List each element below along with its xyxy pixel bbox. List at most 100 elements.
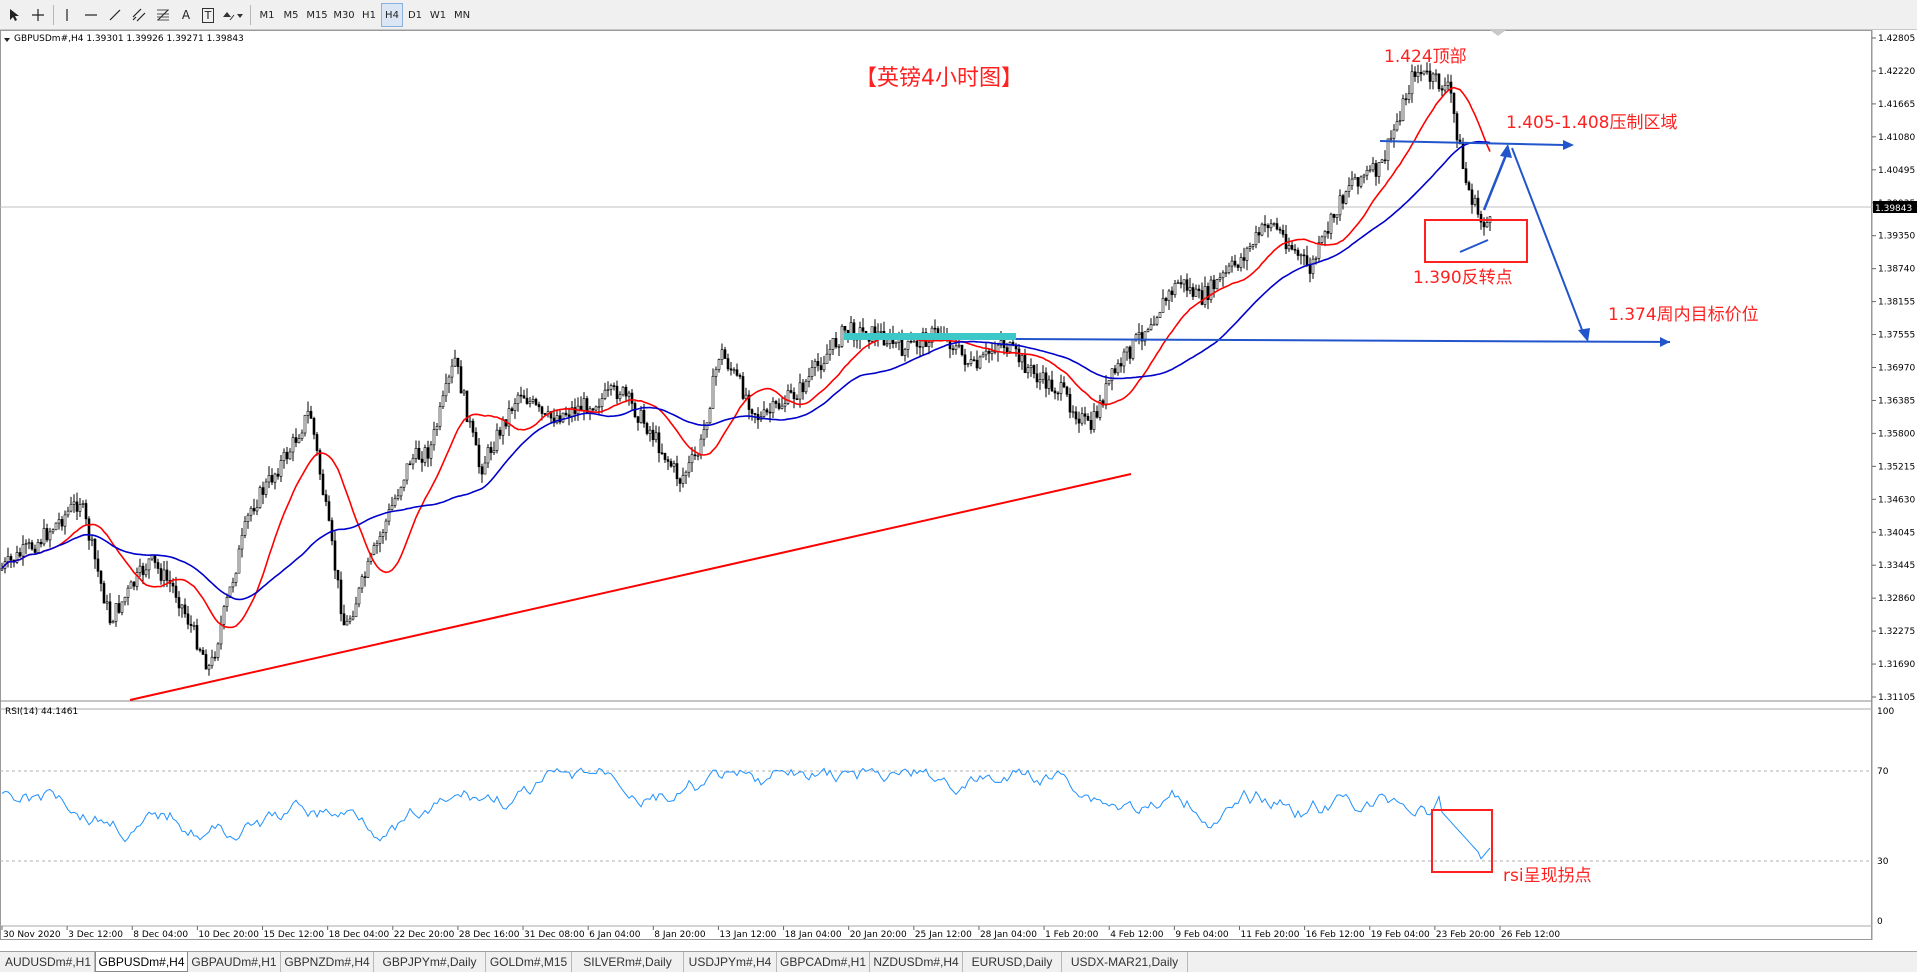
candle-body (132, 581, 136, 587)
support-trendline (129, 473, 1132, 701)
candle-body (1020, 355, 1024, 363)
candle-body (357, 587, 361, 605)
candle-body (1263, 223, 1267, 226)
channel-icon[interactable] (128, 3, 150, 27)
candle-body (1269, 223, 1273, 229)
candle-body (0, 568, 4, 571)
candle-body (681, 475, 685, 484)
candle-body (36, 542, 40, 553)
timeframe-h4[interactable]: H4 (381, 3, 403, 27)
candle-body (1149, 324, 1153, 330)
text-label-icon[interactable]: T (198, 3, 218, 27)
candle-body (105, 601, 109, 604)
candle-body (1164, 298, 1168, 302)
candle-body (468, 420, 472, 423)
candle-body (411, 458, 415, 465)
price-tick-label: 1.38740 (1878, 265, 1915, 275)
chart-tab[interactable]: GBPAUDm#,H1 (188, 952, 281, 972)
candle-body (84, 503, 88, 520)
candle-body (1086, 416, 1090, 421)
candle-body (1425, 70, 1429, 73)
candle-body (795, 398, 799, 401)
chart-tab[interactable]: NZDUSDm#,H4 (870, 952, 963, 972)
candle-body (177, 597, 181, 609)
candle-body (966, 363, 970, 365)
time-tick-label: 23 Feb 20:00 (1436, 930, 1495, 940)
candle-body (609, 385, 613, 390)
candle-body (135, 572, 139, 587)
text-icon[interactable]: A (176, 3, 196, 27)
chart-tab[interactable]: USDJPYm#,H4 (684, 952, 777, 972)
candle-body (1308, 265, 1312, 274)
candle-body (120, 601, 124, 613)
chart-tab[interactable]: GBPNZDm#,H4 (281, 952, 374, 972)
candle-body (666, 459, 670, 462)
candle-body (426, 447, 430, 459)
horizontal-line-icon[interactable] (80, 3, 102, 27)
candle-body (558, 415, 562, 423)
timeframe-m1[interactable]: M1 (259, 9, 275, 21)
candle-body (774, 401, 778, 404)
candle-body (1218, 277, 1222, 280)
candle-body (1023, 355, 1027, 374)
rsi-line (1, 767, 1491, 860)
candle-body (72, 501, 76, 505)
candle-body (978, 356, 982, 369)
crosshair-icon[interactable] (27, 3, 49, 27)
vertical-line-icon[interactable] (56, 3, 78, 27)
timeframe-mn[interactable]: MN (453, 9, 471, 21)
timeframe-m5[interactable]: M5 (283, 9, 299, 21)
price-tick-label: 1.42220 (1878, 67, 1915, 77)
chart-tab[interactable]: SILVERm#,Daily (572, 952, 684, 972)
candle-body (54, 522, 58, 531)
candle-body (660, 452, 664, 455)
timeframe-m15[interactable]: M15 (306, 9, 328, 21)
reversal-box (1424, 219, 1528, 263)
candle-body (627, 392, 631, 397)
candle-body (465, 390, 469, 423)
timeframe-w1[interactable]: W1 (429, 9, 447, 21)
chart-tab[interactable]: GBPCADm#,H1 (777, 952, 870, 972)
chart-tab[interactable]: GOLDm#,M15 (486, 952, 572, 972)
up-arrow-icon (1500, 144, 1512, 158)
candle-body (900, 337, 904, 356)
candle-body (534, 398, 538, 405)
candle-body (777, 403, 781, 409)
candle-body (1167, 290, 1171, 302)
candle-body (912, 340, 916, 343)
timeframe-h1[interactable]: H1 (362, 9, 376, 21)
candle-body (1443, 85, 1447, 91)
candle-body (594, 406, 598, 411)
candle-body (909, 340, 913, 343)
candle-body (507, 408, 511, 427)
fibonacci-icon[interactable] (152, 3, 174, 27)
candle-body (246, 514, 250, 522)
shapes-icon[interactable] (220, 3, 246, 27)
chart-tab[interactable]: EURUSD,Daily (963, 952, 1062, 972)
candle-body (1089, 420, 1093, 430)
candle-body (1299, 254, 1303, 257)
chart-tab[interactable]: GBPUSDm#,H4 (95, 952, 188, 972)
candle-body (1407, 93, 1411, 100)
candle-body (474, 432, 478, 446)
candle-body (1473, 197, 1477, 205)
candle-body (1083, 413, 1087, 417)
chart-canvas[interactable]: 1.428051.422201.416651.410801.404951.399… (0, 30, 1917, 940)
candle-body (678, 478, 682, 484)
chart-tab[interactable]: AUDUSDm#,H1 (2, 952, 95, 972)
candle-body (1368, 169, 1372, 172)
candle-body (1416, 72, 1420, 77)
candle-body (1305, 255, 1309, 266)
chart-window[interactable]: 1.428051.422201.416651.410801.404951.399… (0, 30, 1917, 940)
chart-tab[interactable]: GBPJPYm#,Daily (374, 952, 486, 972)
candle-body (744, 394, 748, 399)
candle-body (903, 349, 907, 356)
timeframe-d1[interactable]: D1 (407, 9, 423, 21)
candle-body (717, 359, 721, 370)
candle-body (1287, 245, 1291, 250)
candle-body (234, 572, 238, 583)
trendline-icon[interactable] (104, 3, 126, 27)
chart-tab[interactable]: USDX-MAR21,Daily (1062, 952, 1188, 972)
timeframe-m30[interactable]: M30 (333, 9, 355, 21)
cursor-icon[interactable] (3, 3, 25, 27)
